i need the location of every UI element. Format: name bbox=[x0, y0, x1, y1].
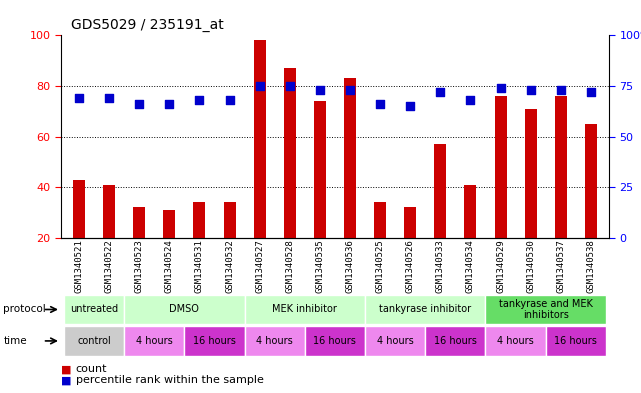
Text: GSM1340538: GSM1340538 bbox=[587, 239, 595, 293]
Point bbox=[586, 89, 596, 95]
Text: GSM1340533: GSM1340533 bbox=[436, 239, 445, 293]
Text: GSM1340531: GSM1340531 bbox=[195, 239, 204, 293]
Text: GSM1340536: GSM1340536 bbox=[345, 239, 354, 293]
Text: GSM1340535: GSM1340535 bbox=[315, 239, 324, 293]
Bar bbox=[485, 326, 545, 356]
Bar bbox=[404, 208, 416, 238]
Bar bbox=[284, 68, 296, 238]
Text: 4 hours: 4 hours bbox=[377, 336, 413, 346]
Text: GSM1340522: GSM1340522 bbox=[104, 239, 113, 293]
Text: 4 hours: 4 hours bbox=[136, 336, 172, 346]
Point bbox=[435, 89, 445, 95]
Point bbox=[495, 85, 506, 91]
Text: 4 hours: 4 hours bbox=[497, 336, 534, 346]
Bar bbox=[305, 326, 365, 356]
Bar bbox=[494, 96, 506, 238]
Bar bbox=[245, 326, 305, 356]
Point bbox=[526, 87, 536, 93]
Text: GSM1340525: GSM1340525 bbox=[376, 239, 385, 293]
Point bbox=[345, 87, 355, 93]
Text: 16 hours: 16 hours bbox=[313, 336, 356, 346]
Point bbox=[375, 101, 385, 107]
Bar bbox=[425, 326, 485, 356]
Text: untreated: untreated bbox=[70, 305, 118, 314]
Bar bbox=[163, 210, 176, 238]
Bar bbox=[64, 295, 124, 324]
Text: tankyrase and MEK
inhibitors: tankyrase and MEK inhibitors bbox=[499, 299, 593, 320]
Bar bbox=[224, 202, 235, 238]
Point bbox=[465, 97, 476, 103]
Bar bbox=[344, 78, 356, 238]
Point bbox=[194, 97, 204, 103]
Text: percentile rank within the sample: percentile rank within the sample bbox=[76, 375, 263, 386]
Text: GSM1340523: GSM1340523 bbox=[135, 239, 144, 293]
Bar bbox=[485, 295, 606, 324]
Point bbox=[164, 101, 174, 107]
Text: ■: ■ bbox=[61, 364, 71, 375]
Point bbox=[315, 87, 325, 93]
Text: GSM1340534: GSM1340534 bbox=[466, 239, 475, 293]
Text: GSM1340528: GSM1340528 bbox=[285, 239, 294, 293]
Bar bbox=[133, 208, 146, 238]
Bar bbox=[465, 185, 476, 238]
Bar bbox=[585, 124, 597, 238]
Bar bbox=[365, 326, 425, 356]
Text: count: count bbox=[76, 364, 107, 375]
Point bbox=[556, 87, 566, 93]
Bar bbox=[124, 326, 185, 356]
Bar bbox=[314, 101, 326, 238]
Text: tankyrase inhibitor: tankyrase inhibitor bbox=[379, 305, 471, 314]
Text: GSM1340529: GSM1340529 bbox=[496, 239, 505, 293]
Text: 4 hours: 4 hours bbox=[256, 336, 293, 346]
Bar bbox=[124, 295, 245, 324]
Bar bbox=[194, 202, 205, 238]
Point bbox=[134, 101, 144, 107]
Point bbox=[224, 97, 235, 103]
Bar bbox=[545, 326, 606, 356]
Bar bbox=[254, 40, 265, 238]
Point bbox=[74, 95, 84, 101]
Point bbox=[285, 83, 295, 89]
Text: GSM1340530: GSM1340530 bbox=[526, 239, 535, 293]
Bar bbox=[73, 180, 85, 238]
Text: GSM1340521: GSM1340521 bbox=[74, 239, 83, 293]
Text: GSM1340524: GSM1340524 bbox=[165, 239, 174, 293]
Bar bbox=[103, 185, 115, 238]
Text: time: time bbox=[3, 336, 27, 346]
Bar bbox=[374, 202, 386, 238]
Bar bbox=[435, 144, 446, 238]
Text: ■: ■ bbox=[61, 375, 71, 386]
Text: 16 hours: 16 hours bbox=[193, 336, 236, 346]
Text: MEK inhibitor: MEK inhibitor bbox=[272, 305, 337, 314]
Bar bbox=[185, 326, 245, 356]
Text: DMSO: DMSO bbox=[169, 305, 199, 314]
Text: control: control bbox=[77, 336, 111, 346]
Bar bbox=[64, 326, 124, 356]
Point bbox=[405, 103, 415, 109]
Point bbox=[254, 83, 265, 89]
Bar bbox=[365, 295, 485, 324]
Bar bbox=[524, 109, 537, 238]
Text: GSM1340527: GSM1340527 bbox=[255, 239, 264, 293]
Bar bbox=[554, 96, 567, 238]
Text: 16 hours: 16 hours bbox=[554, 336, 597, 346]
Text: 16 hours: 16 hours bbox=[434, 336, 477, 346]
Text: GSM1340526: GSM1340526 bbox=[406, 239, 415, 293]
Point bbox=[104, 95, 114, 101]
Text: GSM1340532: GSM1340532 bbox=[225, 239, 234, 293]
Text: protocol: protocol bbox=[3, 304, 46, 314]
Text: GDS5029 / 235191_at: GDS5029 / 235191_at bbox=[71, 18, 223, 32]
Text: GSM1340537: GSM1340537 bbox=[556, 239, 565, 293]
Bar bbox=[245, 295, 365, 324]
